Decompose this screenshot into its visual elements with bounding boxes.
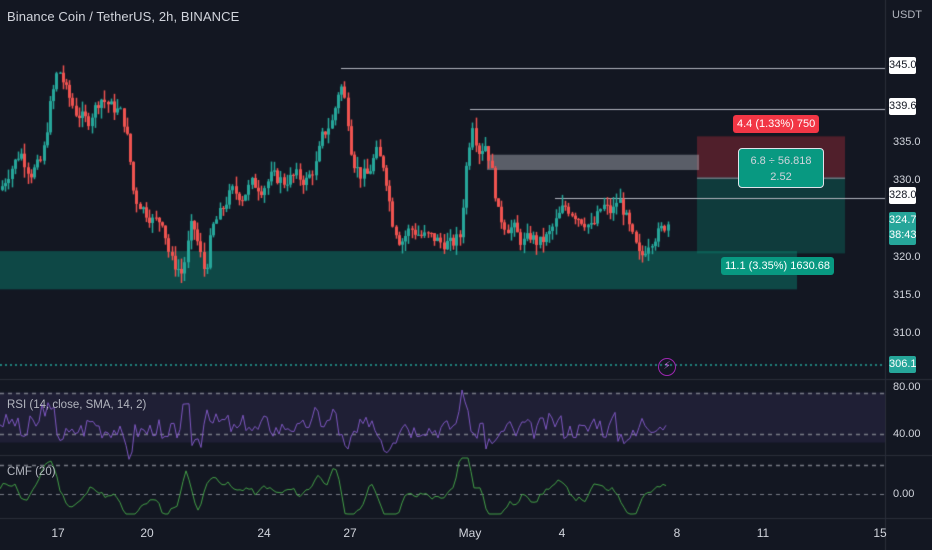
current-price-value: 324.7 — [889, 214, 917, 226]
support-level-label[interactable]: 306.1 — [889, 356, 917, 373]
price-tick-310: 310.0 — [893, 327, 921, 339]
symbol-title[interactable]: Binance Coin / TetherUS, 2h, BINANCE — [7, 9, 240, 24]
take-profit-label[interactable]: 11.1 (3.35%) 1630.68 — [721, 257, 834, 275]
risk-reward-box[interactable]: 6.8 ÷ 56.818 2.52 — [738, 148, 824, 188]
time-label-24: 24 — [257, 526, 271, 540]
stop-loss-label[interactable]: 4.4 (1.33%) 750 — [733, 115, 820, 133]
currency-label[interactable]: USDT — [892, 9, 922, 21]
level-label-345[interactable]: 345.0 — [889, 57, 917, 74]
time-label-20: 20 — [140, 526, 154, 540]
bar-countdown: 38:43 — [889, 229, 917, 241]
price-tick-330: 330.0 — [893, 174, 921, 186]
time-label-27: 27 — [343, 526, 357, 540]
rsi-tick-40: 40.00 — [893, 428, 921, 440]
price-tick-320: 320.0 — [893, 251, 921, 263]
cmf-title[interactable]: CMF (20) — [7, 466, 56, 478]
time-label-may: May — [458, 526, 482, 540]
time-label-15: 15 — [873, 526, 887, 540]
time-label-8: 8 — [673, 526, 681, 540]
price-tick-315: 315.0 — [893, 289, 921, 301]
time-label-11: 11 — [756, 526, 770, 540]
risk-reward-values: 6.8 ÷ 56.818 — [750, 155, 812, 167]
flash-icon[interactable]: ⚡ — [658, 358, 676, 376]
risk-reward-ratio: 2.52 — [770, 171, 792, 183]
rsi-title[interactable]: RSI (14, close, SMA, 14, 2) — [7, 399, 147, 411]
time-label-17: 17 — [51, 526, 65, 540]
level-label-339[interactable]: 339.6 — [889, 98, 917, 115]
price-tick-335: 335.0 — [893, 136, 921, 148]
level-label-328[interactable]: 328.0 — [889, 187, 917, 204]
current-price-label: 324.7 38:43 — [889, 212, 917, 245]
cmf-tick-0: 0.00 — [893, 488, 915, 500]
rsi-tick-80: 80.00 — [893, 381, 921, 393]
time-label-4: 4 — [558, 526, 566, 540]
